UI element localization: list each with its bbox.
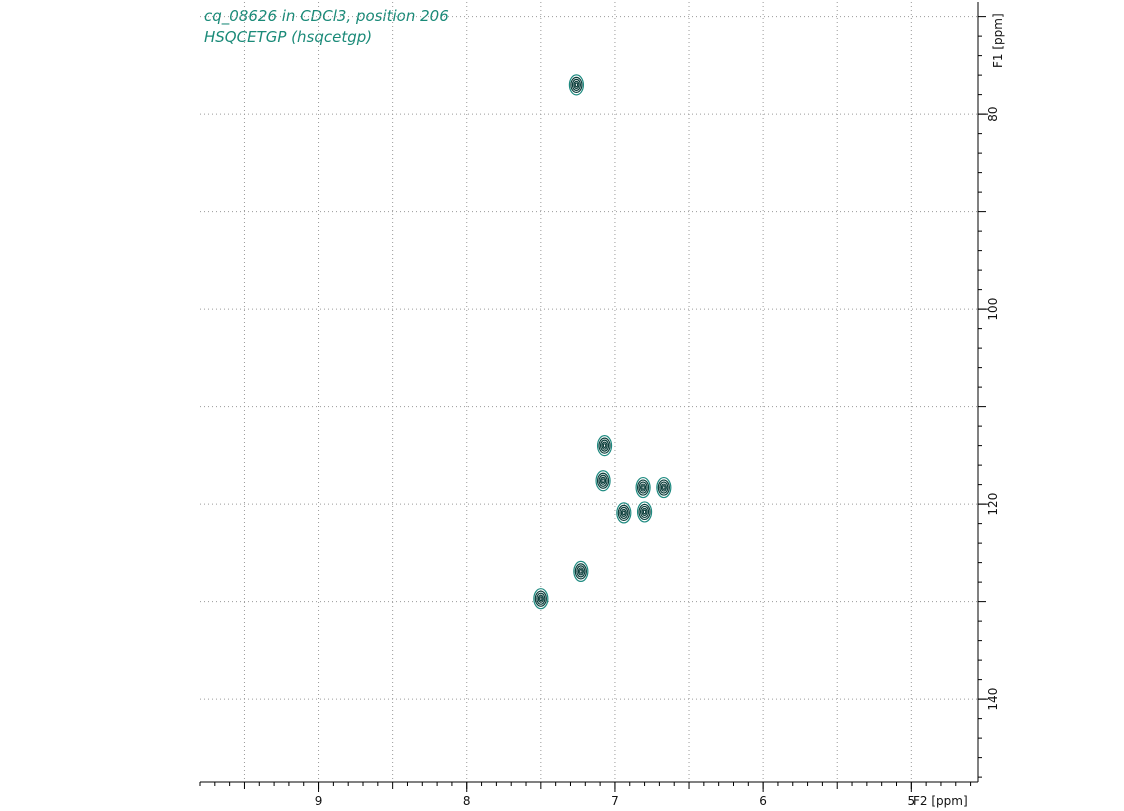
x-tick-label: 7 (611, 794, 619, 808)
contour-ring (576, 565, 586, 578)
y-tick-label: 80 (986, 106, 1000, 121)
y-tick-label: 100 (986, 298, 1000, 321)
contour-ring (619, 506, 629, 520)
contour-ring (599, 439, 610, 452)
contour-ring (641, 507, 648, 517)
contour-ring (573, 560, 589, 583)
contour-ring (641, 485, 645, 490)
peak-contour (636, 501, 653, 523)
grid-lines (200, 2, 978, 782)
contour-ring (639, 505, 650, 519)
peak-contour (616, 502, 632, 524)
contour-ring (622, 510, 626, 516)
contour-ring (573, 80, 580, 89)
contour-ring (577, 567, 584, 576)
contour-ring (574, 82, 579, 88)
contour-ring (659, 481, 669, 494)
x-tick-label: 6 (759, 794, 767, 808)
contour-ring (636, 501, 653, 523)
contour-ring (568, 74, 585, 96)
contour-ring (620, 508, 627, 518)
contour-ring (616, 502, 632, 524)
contour-ring (602, 443, 607, 449)
axes: 9 8 7 6 5 80 100 120 140 (199, 2, 1000, 808)
pulse-program-label: HSQCETGP (hsqcetgp) (204, 28, 373, 46)
contour-ring (660, 483, 667, 492)
y-axis-title: F1 [ppm] (991, 13, 1005, 68)
contour-ring (662, 485, 666, 490)
spectrum-title: cq_08626 in CDCl3, position 206 (204, 7, 449, 25)
contour-ring (537, 594, 544, 603)
contour-ring (617, 504, 630, 522)
contour-ring (657, 479, 670, 496)
contour-ring (601, 478, 605, 484)
contour-ring (639, 483, 647, 492)
x-axis-title: F2 [ppm] (913, 794, 968, 808)
peak-contour (595, 470, 611, 492)
contour-ring (638, 503, 651, 521)
x-tick-label: 5 (907, 794, 915, 808)
contour-ring (598, 474, 608, 487)
contour-ring (642, 509, 647, 515)
peak-contours (533, 74, 672, 610)
peak-contour (596, 435, 613, 457)
contour-ring (571, 78, 582, 91)
contour-ring (596, 435, 613, 457)
contour-ring (596, 472, 610, 489)
y-tick-label: 140 (986, 688, 1000, 711)
contour-ring (534, 590, 547, 607)
contour-ring (570, 76, 583, 93)
contour-ring (636, 479, 650, 496)
peak-contour (656, 476, 672, 499)
contour-ring (579, 569, 583, 574)
contour-ring (601, 441, 608, 450)
y-tick-label: 120 (986, 493, 1000, 516)
contour-ring (638, 481, 648, 494)
contour-ring (598, 437, 611, 454)
contour-ring (536, 592, 546, 605)
peak-contour (573, 560, 589, 583)
contour-ring (656, 476, 672, 499)
peak-contour (635, 476, 651, 499)
contour-ring (574, 563, 587, 580)
x-tick-label: 8 (463, 794, 471, 808)
contour-ring (539, 596, 543, 602)
peak-contour (533, 588, 549, 610)
contour-ring (595, 470, 611, 492)
contour-ring (533, 588, 549, 610)
contour-ring (635, 476, 651, 499)
x-tick-label: 9 (315, 794, 323, 808)
contour-ring (599, 476, 607, 485)
peak-contour (568, 74, 585, 96)
